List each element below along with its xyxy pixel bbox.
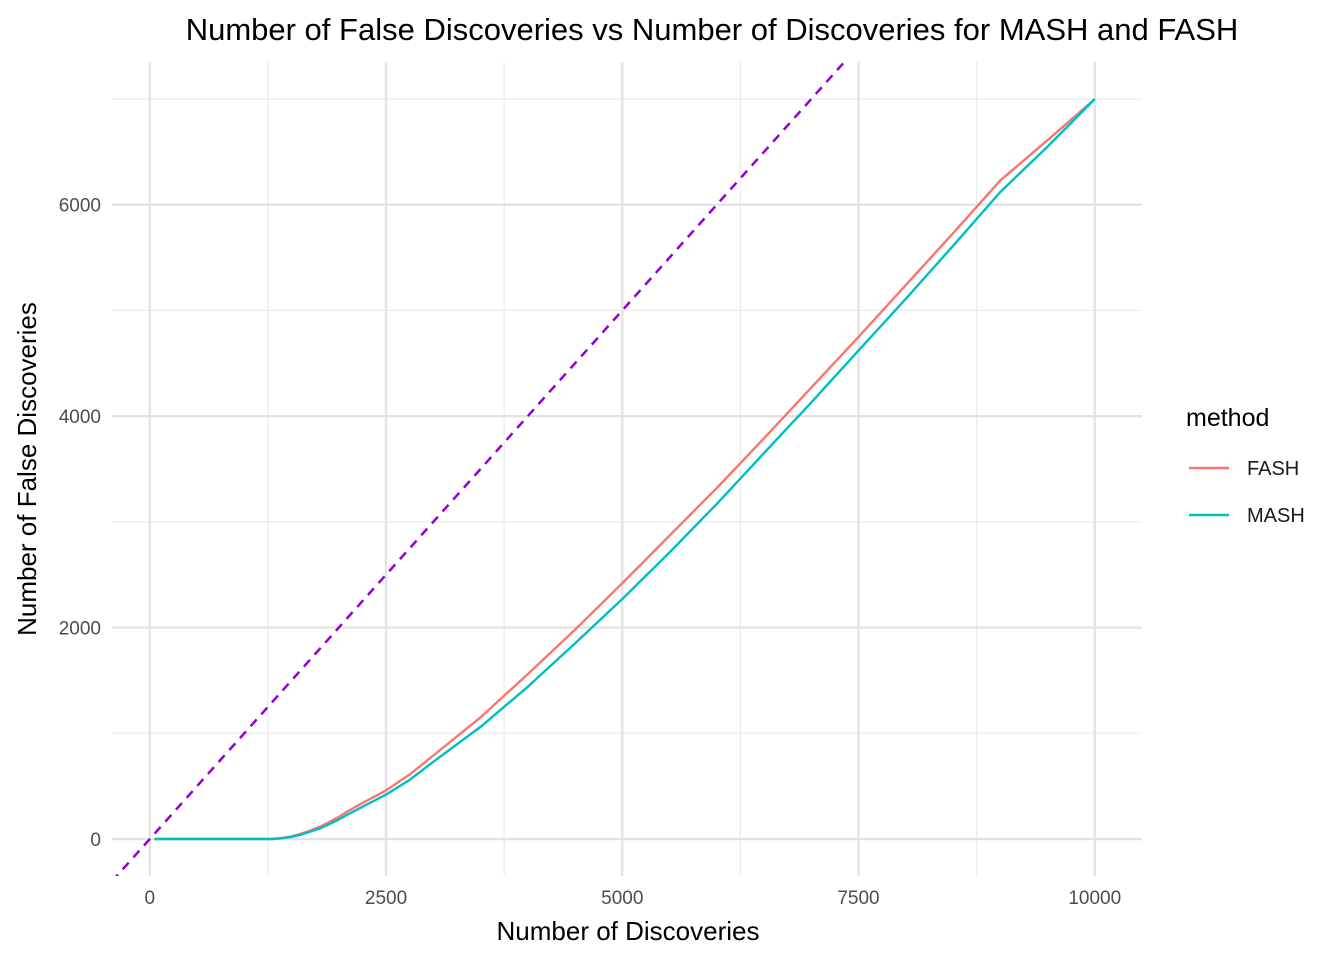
y-axis-title: Number of False Discoveries	[12, 302, 42, 636]
y-tick-label: 2000	[59, 619, 101, 640]
y-axis-ticks: 0 2000 4000 6000	[59, 196, 101, 851]
series-line-fash	[154, 98, 1096, 841]
y-tick-label: 0	[90, 830, 101, 851]
minor-gridlines	[112, 62, 1142, 876]
legend-label-fash: FASH	[1247, 458, 1299, 480]
x-tick-label: 7500	[837, 888, 879, 909]
identity-reference-line	[115, 62, 846, 876]
y-tick-label: 4000	[59, 407, 101, 428]
x-axis-ticks: 0 2500 5000 7500 10000	[145, 888, 1122, 909]
x-axis-title: Number of Discoveries	[497, 916, 760, 946]
y-tick-label: 6000	[59, 196, 101, 217]
major-gridlines	[112, 62, 1142, 876]
x-tick-label: 2500	[365, 888, 407, 909]
x-tick-label: 5000	[601, 888, 643, 909]
x-tick-label: 0	[145, 888, 156, 909]
legend-title: method	[1186, 404, 1269, 432]
x-tick-label: 10000	[1068, 888, 1121, 909]
legend-items: FASH MASH	[1189, 458, 1305, 527]
chart-title: Number of False Discoveries vs Number of…	[186, 12, 1239, 47]
series-line-mash	[154, 98, 1096, 841]
legend-label-mash: MASH	[1247, 505, 1305, 527]
legend: method FASH MASH	[1186, 404, 1305, 527]
series-lines	[154, 98, 1096, 841]
